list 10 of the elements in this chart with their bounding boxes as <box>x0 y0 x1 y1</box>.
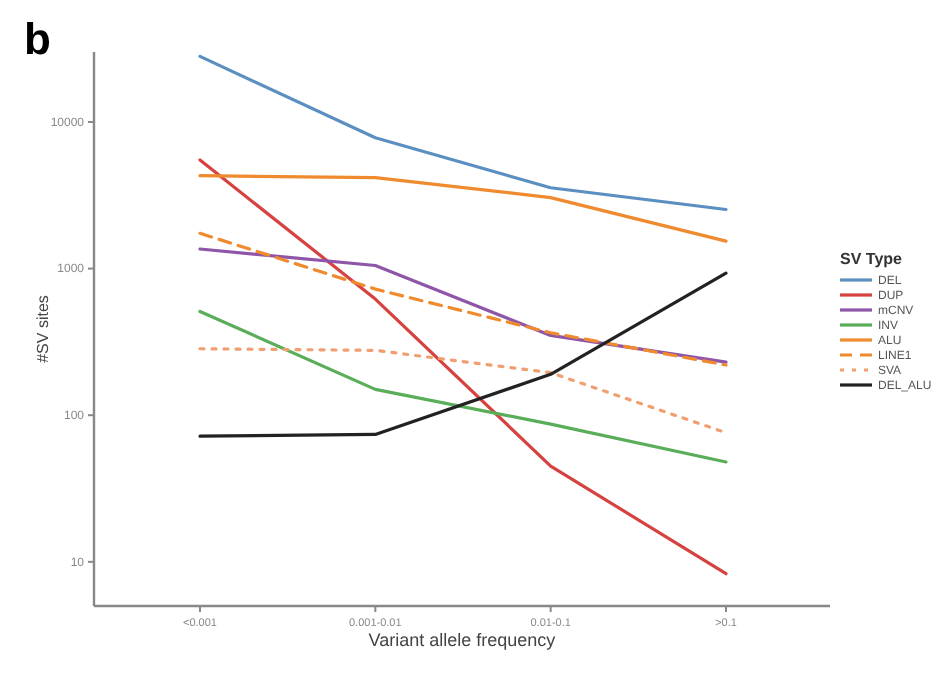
y-axis-title: #SV sites <box>34 295 52 363</box>
chart-title: b <box>24 14 51 64</box>
line-series <box>198 54 728 212</box>
legend-title: SV Type <box>840 250 904 268</box>
line-series <box>198 309 728 464</box>
line-series <box>198 174 728 243</box>
line-series <box>198 158 728 576</box>
line-series <box>198 347 728 435</box>
x-axis-title: Variant allele frequency <box>368 630 557 650</box>
line-series <box>198 271 728 438</box>
